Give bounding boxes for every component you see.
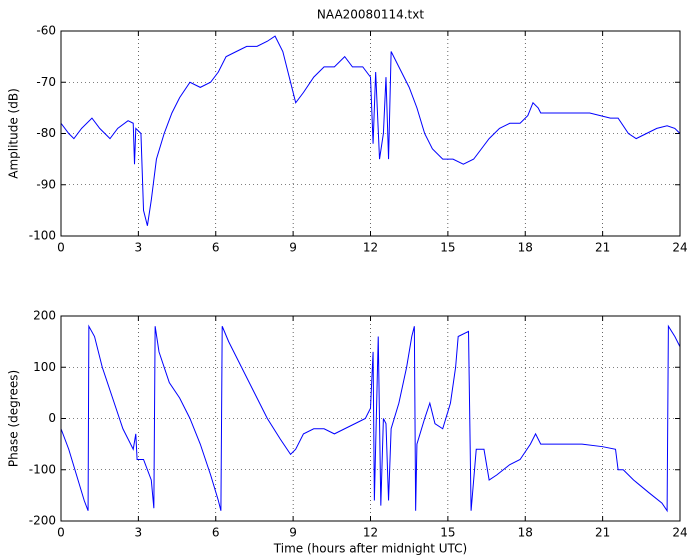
- x-tick-label: 6: [212, 526, 220, 540]
- axes-frame: [60, 30, 681, 237]
- y-tick-label: 0: [48, 411, 56, 425]
- x-tick-label: 12: [363, 241, 378, 255]
- x-tick-label: 24: [672, 241, 687, 255]
- y-tick-label: 200: [33, 309, 56, 323]
- x-tick-label: 15: [440, 241, 455, 255]
- y-axis-label: Amplitude (dB): [7, 88, 21, 179]
- y-tick-label: -100: [29, 462, 56, 476]
- y-tick-label: -70: [36, 75, 56, 89]
- y-tick-label: 100: [33, 360, 56, 374]
- y-tick-label: -60: [36, 24, 56, 38]
- axes-frame: [60, 315, 681, 522]
- y-axis-label: Phase (degrees): [7, 370, 21, 467]
- chart-title: NAA20080114.txt: [317, 8, 424, 22]
- y-tick-label: -90: [36, 177, 56, 191]
- x-axis-label: Time (hours after midnight UTC): [273, 542, 467, 556]
- x-tick-label: 9: [289, 526, 297, 540]
- x-tick-label: 0: [57, 526, 65, 540]
- x-tick-label: 12: [363, 526, 378, 540]
- x-tick-label: 24: [672, 526, 687, 540]
- x-tick-label: 21: [595, 241, 610, 255]
- x-tick-label: 18: [518, 241, 533, 255]
- data-line: [60, 324, 681, 513]
- x-tick-label: 21: [595, 526, 610, 540]
- x-tick-label: 9: [289, 241, 297, 255]
- x-tick-label: 18: [518, 526, 533, 540]
- y-tick-label: -80: [36, 126, 56, 140]
- data-line: [60, 35, 681, 226]
- x-tick-label: 0: [57, 241, 65, 255]
- y-tick-label: -200: [29, 514, 56, 528]
- x-tick-label: 3: [135, 241, 143, 255]
- x-tick-label: 6: [212, 241, 220, 255]
- plot-area: [61, 316, 680, 521]
- y-tick-label: -100: [29, 229, 56, 243]
- x-tick-label: 15: [440, 526, 455, 540]
- x-tick-label: 3: [135, 526, 143, 540]
